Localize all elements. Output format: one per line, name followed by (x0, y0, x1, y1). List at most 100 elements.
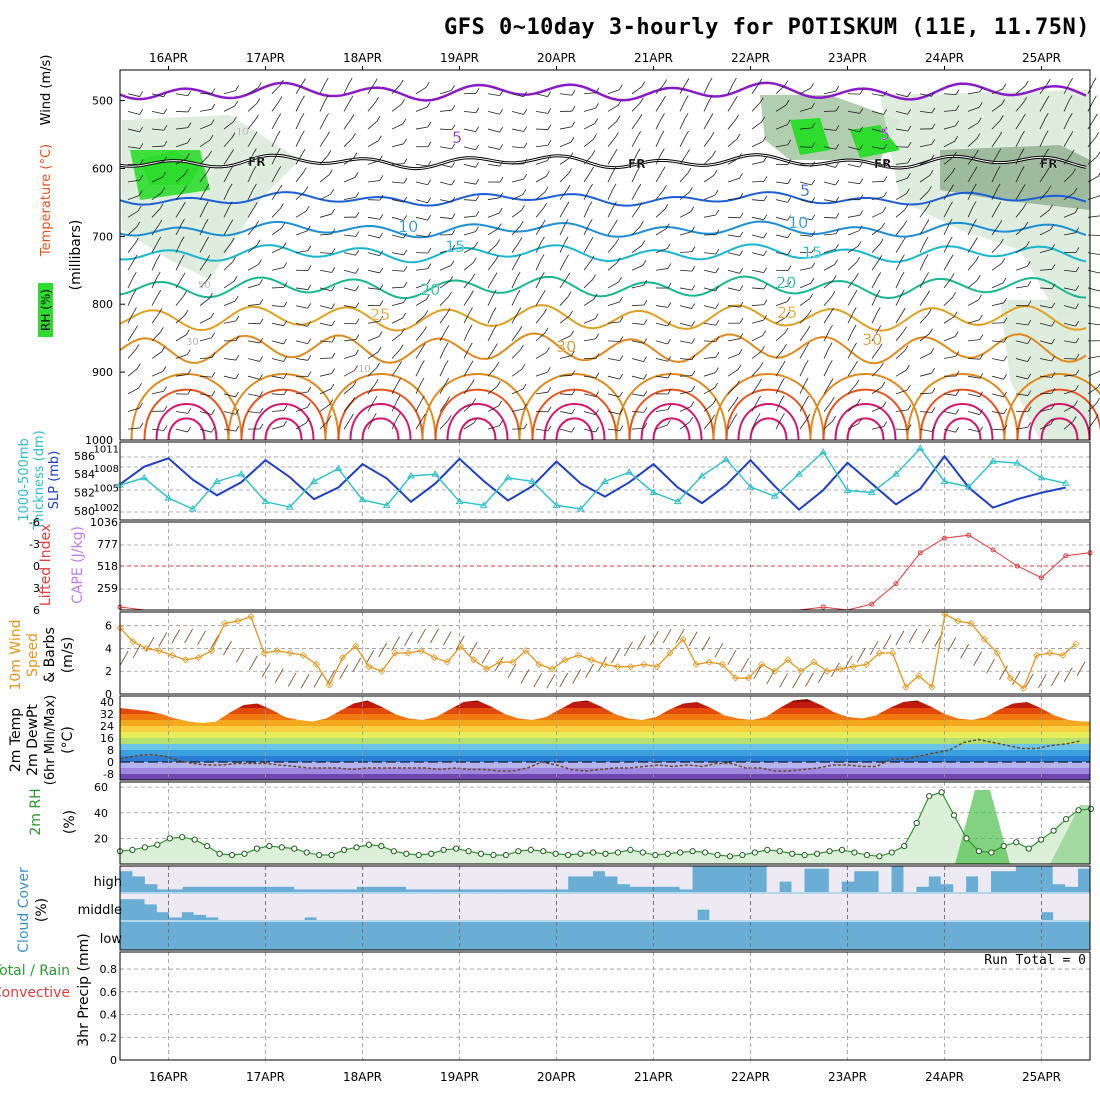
wind-barb (691, 402, 694, 407)
wind-barb (314, 673, 322, 687)
wind-barb (728, 139, 737, 147)
wind-barb (547, 674, 555, 688)
wind-barb (944, 394, 956, 396)
wind-barb (212, 104, 215, 109)
wind-barb (685, 96, 688, 101)
wind-barb (140, 92, 143, 97)
wind-barb (632, 323, 644, 324)
wind-barb (512, 260, 518, 271)
contour-label: FR (248, 155, 265, 169)
wind-barb (544, 203, 547, 208)
ylabel-millibars: (millibars) (68, 220, 84, 291)
ytick-label: 1011 (94, 445, 119, 456)
wind-barb (260, 319, 263, 324)
wind-barb (640, 221, 643, 226)
isotherm-dome (363, 418, 399, 440)
wind-barb (830, 325, 833, 330)
wind-barb (427, 102, 430, 107)
wind-barb (476, 145, 479, 150)
wind-barb (512, 350, 520, 359)
wind-barb (308, 303, 311, 308)
wind-barb (392, 144, 404, 147)
wind-barb (733, 78, 736, 83)
cloud-clear (1078, 894, 1091, 920)
date-label-bottom: 25APR (1022, 1070, 1061, 1084)
cloud-clear (630, 866, 643, 887)
ylabel-percent: (%) (62, 810, 78, 834)
wind-barb (428, 248, 431, 253)
wind-barb (584, 206, 589, 217)
wind-barb (712, 415, 715, 420)
cloud-clear (464, 894, 477, 920)
wind-barb (806, 396, 809, 401)
wind-barb (882, 382, 885, 387)
rh-marker (317, 852, 322, 857)
wind-barb (296, 118, 301, 129)
wind-barb (248, 359, 260, 362)
wind-barb (932, 368, 935, 373)
wind-barb (824, 217, 836, 218)
ytick-label: 777 (97, 538, 118, 551)
cloud-clear (617, 866, 630, 884)
wind-barb (520, 345, 523, 350)
wind-barb (956, 427, 959, 432)
wind-barb (764, 215, 767, 220)
wind-barb (902, 237, 905, 242)
wind-barb (280, 204, 283, 209)
date-label-top: 16APR (149, 51, 188, 65)
wind-barb (596, 427, 599, 432)
wind-barb (399, 361, 402, 366)
wind-barb (152, 295, 158, 305)
wind-barb (136, 344, 139, 349)
rh-marker (877, 854, 882, 859)
cloud-clear (916, 866, 929, 887)
wind-barb (522, 364, 525, 369)
cloud-clear (369, 866, 382, 887)
wind-barb (644, 374, 647, 379)
wind-barb (752, 142, 763, 147)
wind-barb (572, 122, 575, 127)
wind-barb (162, 347, 165, 352)
wind-barb (632, 246, 642, 253)
cloud-clear (132, 866, 145, 876)
wind-barb (848, 182, 860, 184)
wind-barb (632, 394, 644, 396)
cloud-clear (394, 866, 407, 887)
wind-barb (944, 297, 953, 305)
wind-barb (608, 376, 620, 379)
wind-barb (680, 101, 685, 112)
wind-barb (593, 134, 596, 139)
isotherm-dome (642, 404, 702, 440)
wind-barb (272, 341, 284, 344)
wind-barb (781, 378, 784, 383)
wind-barb (584, 280, 593, 288)
wind-barb (728, 651, 736, 665)
wind-barb (428, 142, 431, 147)
cloud-clear (574, 894, 587, 920)
wind-barb (464, 263, 473, 271)
wind-barb (284, 263, 287, 268)
rh-marker (951, 813, 956, 818)
wind-barb (248, 341, 260, 343)
wind-barb (572, 409, 575, 414)
wind-barb (356, 192, 359, 197)
wind-barb (224, 262, 233, 270)
wind-barb (818, 669, 826, 683)
wind-barb (520, 221, 523, 226)
wind-barb (644, 407, 647, 412)
wind-barb (128, 260, 134, 270)
wind-barb (688, 168, 691, 173)
wind-barb (488, 129, 500, 132)
wind-barb (545, 328, 548, 333)
wind-barb (488, 94, 500, 96)
chart-title: GFS 0~10day 3-hourly for POTISKUM (11E, … (444, 15, 1090, 40)
wind-barb (404, 250, 407, 255)
wind-barb (704, 215, 716, 217)
wind-barb (860, 179, 863, 184)
cloud-clear (145, 866, 158, 884)
wind-barb (374, 396, 377, 401)
wind-barb (517, 272, 520, 277)
wind-barb (405, 632, 413, 646)
wind-barb (546, 347, 549, 352)
